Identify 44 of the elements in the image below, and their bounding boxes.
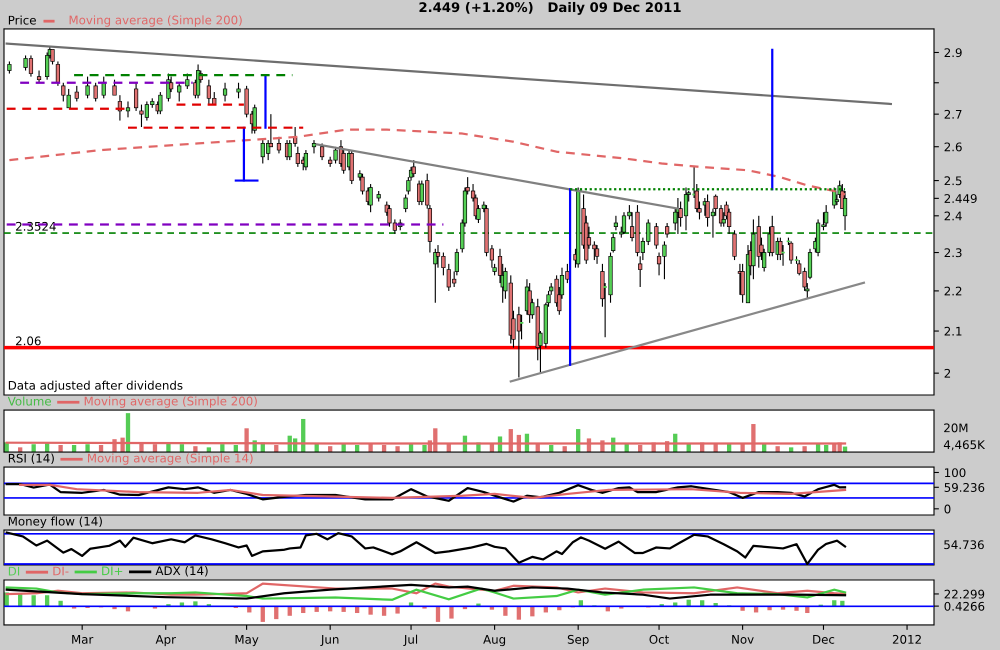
- chart-title: 2.449 (+1.20%) Daily 09 Dec 2011: [420, 2, 681, 15]
- x-tick-label: May: [236, 635, 258, 646]
- y-tick-label: 2.7: [944, 110, 962, 119]
- x-tick-label: 2012: [892, 634, 921, 644]
- y-tick-label: 2.3: [944, 248, 962, 258]
- annotation: Data adjusted after dividends: [8, 380, 182, 392]
- x-tick-label: Jun: [320, 635, 338, 646]
- x-tick-label: Aug: [483, 635, 506, 646]
- text: 54.736: [944, 540, 984, 550]
- legend-label: ADX (14): [156, 566, 208, 577]
- series-label: Money flow (14): [8, 516, 102, 528]
- text: Price: [8, 15, 36, 25]
- text: 20M: [944, 423, 968, 432]
- y-tick-label: 2: [944, 368, 950, 378]
- x-tick-label: Apr: [156, 635, 176, 646]
- y-tick-label: 2.6: [944, 142, 962, 152]
- x-tick-label: Jul: [403, 634, 418, 646]
- legend-label: DI+: [102, 566, 122, 576]
- ref-line-label: 2.3524: [16, 222, 56, 231]
- y-tick-label: 2.4: [944, 212, 962, 220]
- x-tick-label: Sep: [568, 634, 589, 646]
- y-tick-label: 2.1: [944, 326, 962, 336]
- x-tick-label: Oct: [650, 634, 669, 644]
- text: 4,465K: [944, 440, 986, 450]
- y-tick-label: 2.449: [944, 194, 977, 204]
- y-tick-label: 0: [944, 504, 950, 514]
- y-tick-label: 2.2: [944, 286, 962, 296]
- x-tick-label: Dec: [813, 635, 834, 644]
- y-tick-label: 0.4266: [944, 602, 984, 611]
- legend-label: Moving average (Simple 200): [70, 15, 242, 27]
- x-tick-label: Nov: [732, 635, 754, 644]
- text: Volume: [8, 396, 51, 406]
- legend-label: DI-: [53, 566, 68, 576]
- y-tick-label: 100: [945, 468, 966, 478]
- y-tick-label: 2.5: [944, 176, 962, 186]
- ref-line-label: 2.06: [16, 336, 41, 346]
- y-tick-label: 59.236: [944, 483, 984, 492]
- y-tick-label: 2.9: [944, 48, 962, 58]
- series-label: RSI (14): [8, 454, 54, 464]
- series-label: DI: [8, 566, 20, 576]
- x-tick-label: Mar: [72, 635, 94, 644]
- y-tick-label: 22.299: [944, 590, 984, 599]
- legend-label: Moving average (Simple 200): [84, 396, 257, 408]
- legend-label: Moving average (Simple 14): [88, 453, 253, 465]
